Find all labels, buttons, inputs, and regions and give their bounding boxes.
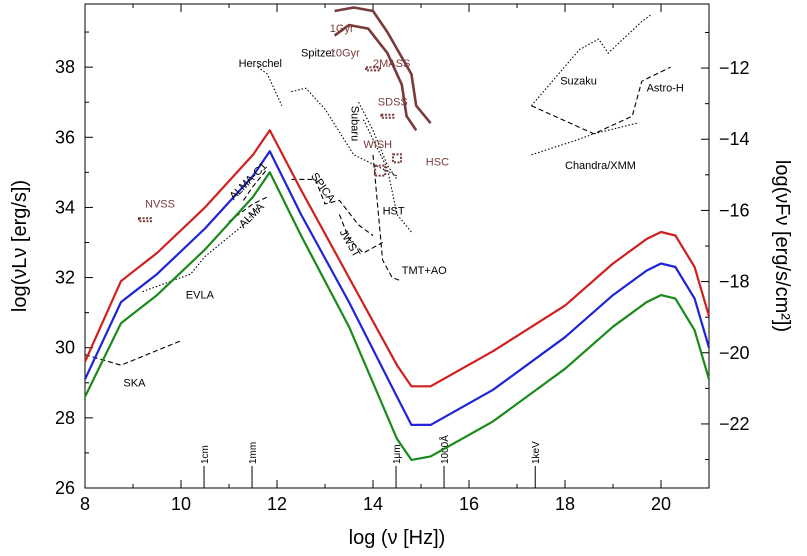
sensitivity-line <box>358 101 398 180</box>
y-right-tick-label: −16 <box>719 200 750 220</box>
y-tick-label: 38 <box>55 57 75 77</box>
y-right-tick-label: −18 <box>719 272 750 292</box>
sensitivity-line <box>291 178 374 236</box>
y-right-tick-label: −20 <box>719 343 750 363</box>
sensitivity-line <box>228 196 268 222</box>
y-tick-label: 36 <box>55 127 75 147</box>
sensitivity-line <box>530 14 652 107</box>
model-series <box>83 129 711 461</box>
y-tick-label: 34 <box>55 197 75 217</box>
series-line-blue <box>84 150 711 426</box>
sensitivity-line <box>372 154 402 282</box>
series-line-green <box>84 171 711 461</box>
annotation-label: 1Gyr <box>330 23 354 35</box>
x-tick-label: 14 <box>363 494 383 514</box>
annotation-label: Subaru <box>348 106 360 141</box>
y-tick-label: 30 <box>55 338 75 358</box>
annotation-label: Astro-H <box>647 83 684 95</box>
sensitivity-line <box>531 66 671 135</box>
annotation-label: 10Gyr <box>330 48 360 60</box>
annotation-label: Suzaku <box>560 76 597 88</box>
annotation-label: WISH <box>363 139 392 151</box>
wavelength-label: 1keV <box>531 441 542 464</box>
annotation-label: Chandra/XMM <box>565 160 636 172</box>
wavelength-label: 1cm <box>200 445 211 464</box>
y-tick-label: 26 <box>55 478 75 498</box>
sensitivity-line <box>362 119 412 233</box>
sensitivity-line <box>291 87 398 177</box>
x-tick-label: 8 <box>80 494 90 514</box>
y-tick-label: 28 <box>55 408 75 428</box>
y-right-tick-label: −14 <box>719 129 750 149</box>
sensitivity-line <box>142 207 259 293</box>
y-axis-title-right: log(νFν [erg/s/cm²]) <box>771 160 793 332</box>
annotation-label: 2MASS <box>373 58 410 70</box>
annotation-label: SDSS <box>378 97 408 109</box>
survey-mark <box>365 66 381 72</box>
survey-mark <box>380 113 395 119</box>
wavelength-label: 1mm <box>248 442 259 464</box>
axis-ticks: 8 10 12 14 16 18 20 26 28 30 32 34 36 38 −22 −20 −18 −16 −… <box>55 4 750 514</box>
y-axis-title-left: log(νLν [erg/s]) <box>9 180 31 312</box>
y-right-tick-label: −12 <box>719 58 750 78</box>
wavelength-markers: 1cm 1mm 1μm 1000Å 1keV <box>200 435 542 488</box>
annotation-label: JWST <box>337 227 363 259</box>
annotation-label: TMT+AO <box>402 265 447 277</box>
sensitivity-curves <box>84 14 671 366</box>
sensitivity-line <box>257 66 283 106</box>
series-line-red <box>83 129 711 388</box>
x-tick-label: 18 <box>555 494 575 514</box>
y-tick-label: 32 <box>55 268 75 288</box>
annotation-label: Spitzer <box>301 48 336 60</box>
survey-mark <box>138 217 152 223</box>
x-tick-label: 12 <box>267 494 287 514</box>
annotation-label: SKA <box>123 377 146 389</box>
y-right-tick-label: −22 <box>719 414 750 434</box>
x-tick-label: 10 <box>171 494 191 514</box>
x-tick-label: 16 <box>459 494 479 514</box>
survey-mark <box>392 153 402 164</box>
annotation-label: HSC <box>426 156 449 168</box>
x-axis-title: log (ν [Hz]) <box>349 527 446 549</box>
wavelength-label: 1μm <box>392 444 403 464</box>
sensitivity-line <box>531 122 638 156</box>
annotation-label: EVLA <box>186 290 215 302</box>
galaxy-tracks <box>138 6 432 223</box>
sensitivity-line <box>242 168 268 201</box>
galaxy-track-line <box>334 6 432 125</box>
annotation-label: HST <box>383 205 405 217</box>
survey-mark <box>374 164 387 177</box>
sensitivity-line <box>84 340 182 366</box>
annotation-label: NVSS <box>145 198 175 210</box>
annotation-label: SPICA <box>308 171 337 205</box>
galaxy-track-line <box>333 23 418 132</box>
annotation-label: Herschel <box>239 58 282 70</box>
x-tick-label: 20 <box>651 494 671 514</box>
sensitivity-line <box>338 214 383 254</box>
